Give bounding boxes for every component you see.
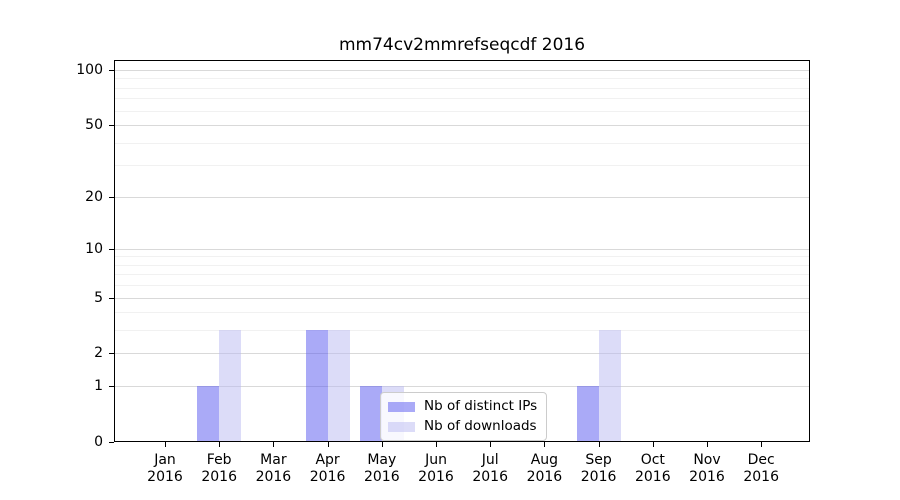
bar-distinct-ips (305, 330, 328, 441)
y-tick-label: 2 (94, 345, 103, 362)
gridline-major (115, 196, 809, 198)
legend-label: Nb of downloads (424, 418, 537, 434)
bar-distinct-ips (576, 386, 599, 441)
x-tick-label: May 2016 (363, 452, 400, 485)
y-tick-label: 0 (94, 434, 103, 450)
gridline-minor (115, 78, 809, 80)
gridline-major (115, 386, 809, 388)
gridline-minor (115, 312, 809, 314)
y-tick-mark (109, 248, 114, 250)
legend-item-distinct-ips: Nb of distinct IPs (388, 399, 537, 414)
gridline-minor (115, 330, 809, 332)
x-tick-label: Jan 2016 (147, 452, 183, 485)
x-tick-label: Aug 2016 (526, 452, 563, 485)
gridline-minor (115, 87, 809, 89)
y-tick-mark (109, 125, 114, 127)
x-tick-mark (761, 442, 763, 447)
bar-downloads (598, 330, 621, 441)
legend-item-downloads: Nb of downloads (388, 419, 537, 434)
gridline-major (115, 248, 809, 250)
gridline-major (115, 125, 809, 127)
gridline-minor (115, 98, 809, 100)
gridline-minor (115, 142, 809, 144)
bar-distinct-ips (197, 386, 220, 441)
x-tick-label: Dec 2016 (743, 452, 779, 485)
plot-area: Nb of distinct IPs Nb of downloads (114, 60, 810, 442)
gridline-minor (115, 165, 809, 167)
y-tick-mark (109, 353, 114, 355)
x-tick-mark (436, 442, 437, 447)
x-tick-label: Jul 2016 (472, 452, 508, 485)
gridline-major (115, 70, 809, 71)
y-tick-label: 50 (85, 117, 103, 134)
x-tick-mark (381, 442, 383, 447)
gridline-major (115, 353, 809, 355)
bar-distinct-ips (359, 386, 382, 441)
bar-downloads (219, 330, 242, 441)
y-tick-mark (109, 386, 114, 388)
x-tick-label: Jun 2016 (418, 452, 454, 485)
y-tick-mark (109, 442, 114, 443)
x-tick-label: Sep 2016 (580, 452, 617, 485)
x-tick-mark (490, 442, 492, 447)
x-tick-label: Oct 2016 (634, 452, 671, 485)
x-tick-label: Feb 2016 (201, 452, 237, 485)
x-tick-mark (327, 442, 329, 447)
x-tick-label: Apr 2016 (309, 452, 346, 485)
gridline-minor (115, 110, 809, 112)
legend: Nb of distinct IPs Nb of downloads (380, 392, 548, 441)
bar-downloads (327, 330, 350, 441)
y-tick-label: 20 (85, 188, 103, 205)
distinct-ips-swatch-icon (388, 401, 415, 412)
y-tick-label: 1 (94, 378, 103, 395)
x-tick-mark (544, 442, 546, 447)
legend-label: Nb of distinct IPs (424, 398, 538, 414)
x-tick-mark (707, 442, 708, 447)
gridline-minor (115, 264, 809, 266)
gridline-major (115, 297, 809, 299)
chart-title: mm74cv2mmrefseqcdf 2016 (338, 35, 586, 55)
y-tick-mark (109, 70, 114, 71)
y-tick-label: 10 (85, 240, 103, 257)
x-tick-label: Mar 2016 (255, 452, 292, 485)
y-tick-mark (109, 297, 114, 299)
downloads-swatch-icon (388, 421, 415, 432)
x-tick-label: Nov 2016 (689, 452, 725, 485)
gridline-minor (115, 285, 809, 287)
gridline-minor (115, 256, 809, 258)
gridline-minor (115, 274, 809, 276)
x-tick-mark (652, 442, 654, 447)
x-tick-mark (165, 442, 166, 447)
y-tick-label: 100 (76, 62, 103, 78)
y-tick-label: 5 (94, 289, 103, 306)
x-tick-mark (219, 442, 221, 447)
x-tick-mark (273, 442, 275, 447)
y-tick-mark (109, 196, 114, 198)
x-tick-mark (598, 442, 600, 447)
